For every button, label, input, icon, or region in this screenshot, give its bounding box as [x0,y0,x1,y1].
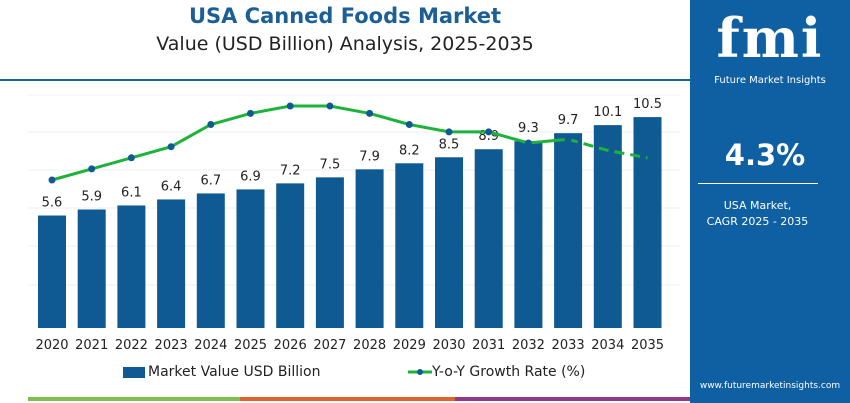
growth-marker-2032 [524,139,532,147]
chart: 5.6 2020 5.9 2021 6.1 2022 6.4 2023 6.7 2024 6.9 20… [28,94,680,353]
bar-value-label: 9.7 [558,113,579,128]
fmi-logo: fmi [716,6,824,70]
growth-marker-2022 [127,154,135,162]
growth-marker-2024 [207,121,215,128]
bar-value-label: 5.9 [81,189,102,204]
x-tick-label: 2027 [313,338,346,353]
bar-value-label: 9.3 [518,121,539,136]
bar-value-label: 8.2 [399,143,420,158]
bar-value-label: 6.9 [240,169,261,184]
x-tick-label: 2021 [75,338,108,353]
header-divider [0,79,690,81]
growth-marker-2033 [564,135,572,143]
logo-subtitle: Future Market Insights [714,75,826,86]
bar-2033 [554,133,583,328]
x-tick-label: 2034 [591,338,624,353]
side-panel: fmi Future Market Insights 4.3% USA Mark… [690,0,850,403]
cagr-value: 4.3% [724,138,806,172]
bar-2020 [38,215,66,328]
chart-title: USA Canned Foods Market [188,4,502,28]
x-tick-label: 2023 [155,338,188,353]
bar-2032 [514,141,543,328]
bar-value-label: 8.5 [439,137,460,152]
x-tick-label: 2022 [115,338,148,353]
growth-marker-2028 [366,109,374,117]
bar-value-label: 10.5 [633,97,662,112]
bar-2025 [236,189,265,328]
bar-2029 [395,163,424,328]
bar-2023 [157,199,186,328]
growth-marker-2025 [247,109,254,117]
bar-2035 [633,117,662,329]
growth-marker-2029 [405,121,413,128]
bar-value-label: 6.4 [161,179,182,194]
x-tick-label: 2035 [631,338,664,353]
bar-2026 [276,183,305,328]
x-tick-label: 2033 [552,338,585,353]
bottom-bar-orange [240,397,455,401]
growth-line-solid [51,104,569,182]
growth-marker-2021 [88,165,96,173]
bar-2022 [117,205,146,328]
bar-2028 [355,169,384,328]
line-legend-swatch [408,369,432,375]
bar-value-label: 10.1 [593,105,622,120]
bar-value-label: 5.6 [42,196,63,211]
x-tick-label: 2026 [274,338,307,353]
bar-value-label: 7.9 [359,149,380,164]
bar-2027 [315,177,344,328]
growth-marker-2026 [286,102,294,110]
growth-marker-2031 [485,128,493,136]
bar-value-label: 6.7 [200,173,221,188]
growth-marker-2023 [167,143,175,151]
bar-2031 [474,149,503,328]
chart-subtitle: Value (USD Billion) Analysis, 2025-2035 [156,33,534,55]
bar-2024 [196,193,225,328]
cagr-label-line2: CAGR 2025 - 2035 [706,215,809,228]
x-tick-label: 2024 [194,338,227,353]
growth-line-forecast [567,137,648,160]
growth-marker-2030 [445,128,453,136]
legend-item-market-value: Market Value USD Billion [123,363,320,381]
bar-2034 [593,125,622,329]
legend-label: Y-o-Y Growth Rate (%) [432,364,586,380]
bar-2030 [435,157,463,328]
growth-marker-2020 [48,176,56,184]
bar-2021 [77,209,106,328]
bottom-bar-green [28,397,240,401]
x-tick-label: 2025 [234,338,267,353]
bar-value-label: 7.5 [320,157,341,172]
x-tick-label: 2032 [512,338,545,353]
panel-divider [698,183,818,184]
bar-legend-swatch [123,366,145,378]
x-tick-label: 2031 [472,338,505,353]
legend-label: Market Value USD Billion [148,364,321,380]
bar-value-label: 7.2 [280,163,301,178]
growth-marker-2027 [326,102,334,110]
legend-item-growth-rate: Y-o-Y Growth Rate (%) [408,363,585,381]
cagr-label: USA Market, CAGR 2025 - 2035 [690,198,825,230]
x-tick-label: 2030 [432,338,465,353]
bottom-bar-purple [455,397,690,401]
x-tick-label: 2029 [393,338,426,353]
bar-value-label: 6.1 [121,185,142,200]
cagr-label-line1: USA Market, [723,199,792,212]
x-tick-label: 2028 [353,338,386,353]
website-link[interactable]: www.futuremarketinsights.com [699,381,841,391]
x-tick-label: 2020 [35,338,68,353]
